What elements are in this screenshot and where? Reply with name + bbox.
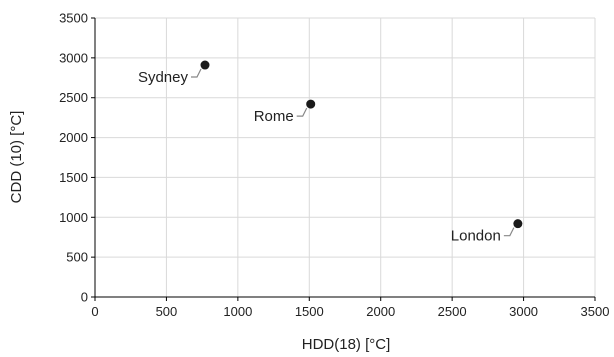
x-tick-labels: 0 500 1000 1500 2000 2500 3000 3500 [91, 304, 609, 319]
x-tick-label: 1000 [223, 304, 252, 319]
y-tick-label: 0 [81, 290, 88, 305]
axes [91, 17, 596, 301]
x-tick-label: 3500 [581, 304, 610, 319]
y-tick-label: 500 [66, 250, 88, 265]
y-tick-label: 1500 [59, 170, 88, 185]
data-point-marker [306, 99, 316, 109]
y-tick-label: 2000 [59, 130, 88, 145]
x-tick-label: 2000 [366, 304, 395, 319]
x-tick-label: 3000 [509, 304, 538, 319]
y-tick-label: 2500 [59, 90, 88, 105]
data-point-label: Sydney [138, 69, 189, 86]
data-point-marker [513, 219, 523, 229]
x-tick-label: 500 [156, 304, 178, 319]
x-axis-title: HDD(18) [°C] [302, 336, 391, 353]
x-tick-label: 1500 [295, 304, 324, 319]
data-point-label: Rome [254, 108, 294, 125]
gridlines [95, 17, 596, 297]
y-tick-label: 3500 [59, 11, 88, 26]
x-tick-label: 2500 [438, 304, 467, 319]
data-points: Sydney Rome London [138, 60, 523, 245]
data-point-label: London [451, 228, 501, 245]
leader-line [503, 227, 515, 237]
data-point-marker [200, 60, 210, 70]
leader-line [296, 107, 308, 117]
y-tick-labels: 0 500 1000 1500 2000 2500 3000 3500 [59, 11, 88, 305]
y-tick-label: 1000 [59, 210, 88, 225]
x-tick-label: 0 [91, 304, 98, 319]
leader-line [191, 68, 202, 78]
y-tick-label: 3000 [59, 50, 88, 65]
y-axis-title: CDD (10) [°C] [8, 111, 25, 204]
